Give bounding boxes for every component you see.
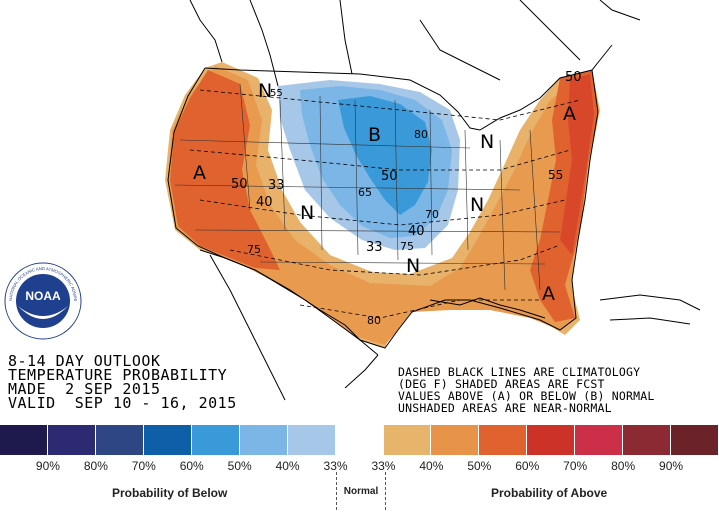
label-normal-south: N	[406, 255, 421, 277]
label-normal-mich: N	[480, 131, 495, 153]
iso-33-ok: 33	[366, 240, 383, 255]
above-60-east-region	[560, 74, 594, 255]
forecast-map	[165, 0, 701, 401]
label-above-northeast: A	[563, 103, 576, 125]
note-line-1: DASHED BLACK LINES ARE CLIMATOLOGY	[398, 365, 641, 379]
iso-50-west: 50	[231, 177, 248, 192]
legend-tick: 90%	[659, 459, 684, 473]
iso-33-west: 33	[268, 178, 285, 193]
noaa-logo: NOAA NATIONAL OCEANIC AND ATMOSPHERIC AD…	[4, 262, 82, 340]
label-above-west: A	[193, 162, 206, 184]
legend-swatch	[527, 425, 576, 455]
iso-50-mn: 50	[381, 169, 398, 184]
legend-tick: 50%	[227, 459, 252, 473]
legend-tick: 60%	[515, 459, 540, 473]
legend-tick: 70%	[563, 459, 588, 473]
legend-tick: 80%	[83, 459, 108, 473]
legend-tick: 33%	[323, 459, 348, 473]
label-normal-nw: N	[258, 80, 273, 102]
legend-swatch	[623, 425, 672, 455]
title-line-2: TEMPERATURE PROBABILITY	[8, 366, 228, 384]
iso-40-mo: 40	[408, 224, 425, 239]
label-above-southeast: A	[542, 283, 555, 305]
legend-tick: 40%	[419, 459, 444, 473]
legend-tick: 90%	[35, 459, 60, 473]
iso-55-va: 55	[548, 168, 564, 182]
legend-swatch	[383, 425, 432, 455]
iso-80-mn: 80	[414, 128, 428, 141]
legend-swatch	[479, 425, 528, 455]
legend-swatch	[0, 425, 48, 455]
label-below-center: B	[368, 124, 382, 146]
note-line-4: UNSHADED AREAS ARE NEAR-NORMAL	[398, 401, 612, 415]
above-50-region	[170, 70, 280, 270]
legend-tick: 60%	[179, 459, 204, 473]
iso-70-ks: 70	[425, 208, 439, 221]
legend-swatch	[47, 425, 96, 455]
below-50-region	[338, 96, 432, 215]
legend-tick: 40%	[275, 459, 300, 473]
legend-above-label: Probability of Above	[491, 486, 608, 500]
legend-swatch	[431, 425, 480, 455]
legend-swatch	[95, 425, 144, 455]
iso-80-tx: 80	[367, 314, 381, 327]
note-line-3: VALUES ABOVE (A) OR BELOW (B) NORMAL	[398, 389, 655, 403]
legend-swatch	[287, 425, 336, 455]
iso-75-ok: 75	[400, 240, 414, 253]
state-borders	[174, 83, 561, 291]
title-line-3: MADE 2 SEP 2015	[8, 380, 161, 398]
normal-bracket	[336, 472, 386, 510]
legend-below-label: Probability of Below	[112, 486, 228, 500]
legend-swatch	[191, 425, 240, 455]
title-line-1: 8-14 DAY OUTLOOK	[8, 352, 161, 370]
legend-tick: 80%	[611, 459, 636, 473]
title-line-4: VALID SEP 10 - 16, 2015	[8, 394, 237, 412]
legend-swatch	[143, 425, 192, 455]
legend-swatch	[239, 425, 288, 455]
above-40-region	[168, 66, 598, 345]
iso-65-ia: 65	[358, 186, 372, 199]
noaa-logo-text: NOAA	[25, 289, 61, 303]
iso-55-mont: 55	[270, 88, 283, 99]
legend-normal-label: Normal	[343, 486, 379, 497]
legend-tick: 70%	[131, 459, 156, 473]
iso-50-ne: 50	[565, 70, 582, 85]
iso-75-sw: 75	[247, 243, 261, 256]
legend-tick: 50%	[467, 459, 492, 473]
legend-tick: 33%	[371, 459, 396, 473]
label-normal-ohio: N	[470, 194, 485, 216]
legend-swatch	[671, 425, 719, 455]
legend-swatch	[335, 425, 384, 455]
label-normal-center: N	[300, 202, 315, 224]
legend-color-bar	[0, 425, 719, 455]
iso-40-west: 40	[256, 195, 273, 210]
legend-swatch	[575, 425, 624, 455]
us-outline	[167, 67, 599, 349]
note-line-2: (DEG F) SHADED AREAS ARE FCST	[398, 377, 605, 391]
